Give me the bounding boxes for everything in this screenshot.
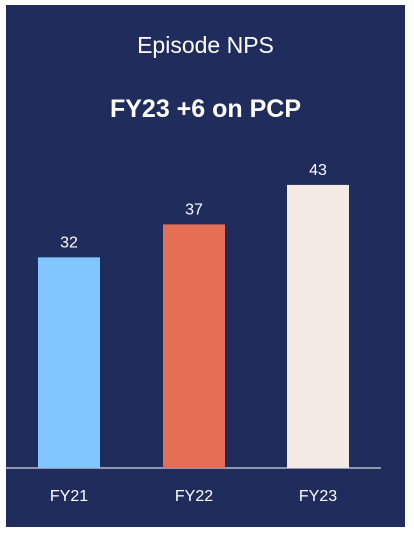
data-label-fy22: 37 — [185, 201, 203, 218]
bar-fy23 — [287, 184, 349, 468]
bar-fy22 — [163, 224, 225, 468]
bar-fy21 — [38, 257, 100, 468]
bar-chart: 32 FY21 37 FY22 43 FY23 — [6, 162, 381, 505]
chart-subtitle: FY23 +6 on PCP — [109, 95, 302, 123]
bars-group: 32 FY21 37 FY22 43 FY23 — [38, 162, 349, 505]
tick-label-fy22: FY22 — [175, 488, 213, 505]
chart-title: Episode NPS — [137, 32, 274, 58]
chart-card: Episode NPS FY23 +6 on PCP 32 FY21 37 FY22 4… — [6, 5, 405, 527]
tick-label-fy23: FY23 — [299, 488, 337, 505]
data-label-fy23: 43 — [309, 162, 327, 179]
tick-label-fy21: FY21 — [50, 488, 88, 505]
data-label-fy21: 32 — [60, 234, 78, 251]
